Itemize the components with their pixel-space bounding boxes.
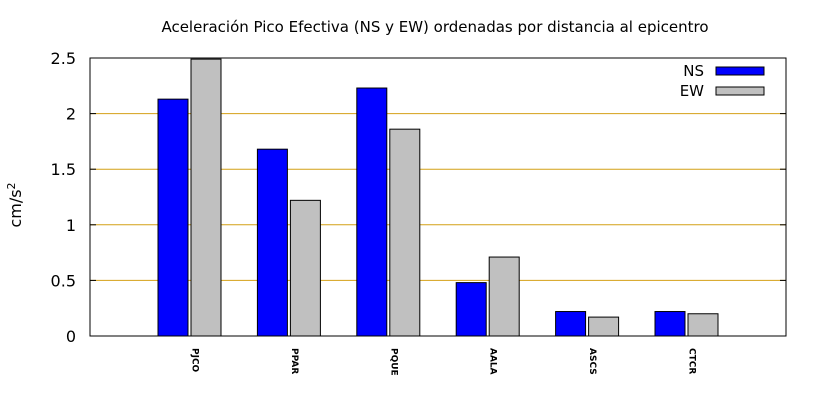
bar-ns-pjco bbox=[157, 98, 189, 337]
x-category-label: PQUE bbox=[388, 348, 398, 376]
bar-ew-pjco bbox=[190, 58, 222, 337]
bar-ns-aala bbox=[455, 282, 487, 337]
x-category-label: ASCS bbox=[587, 348, 597, 375]
bars bbox=[157, 58, 719, 337]
y-axis-label-superscript: 2 bbox=[5, 182, 18, 189]
y-tick-label: 1.5 bbox=[51, 160, 76, 179]
legend-label: NS bbox=[683, 62, 704, 80]
bar-ew-aala bbox=[488, 256, 520, 337]
legend-swatch-ew bbox=[715, 86, 765, 96]
bar-ew-ctcr bbox=[687, 313, 719, 337]
bar-ew-pque bbox=[389, 128, 421, 337]
x-category-label: CTCR bbox=[687, 348, 697, 374]
bar-ns-ppar bbox=[256, 148, 288, 337]
x-axis-categories: PJCO PPAR PQUE AALA ASCS CTCR bbox=[190, 348, 697, 376]
chart-title: Aceleración Pico Efectiva (NS y EW) orde… bbox=[161, 18, 708, 36]
bar-ew-ppar bbox=[289, 199, 321, 337]
x-category-label: PJCO bbox=[190, 348, 200, 373]
legend: NS EW bbox=[680, 62, 765, 100]
y-axis-ticks: 0 0.5 1 1.5 2 2.5 bbox=[51, 49, 786, 346]
x-category-label: AALA bbox=[488, 348, 498, 375]
y-tick-label: 2.5 bbox=[51, 49, 76, 68]
bar-ew-ascs bbox=[588, 316, 620, 337]
plot-frame bbox=[89, 57, 787, 337]
bar-ns-ascs bbox=[555, 311, 587, 337]
x-category-label: PPAR bbox=[289, 348, 299, 374]
y-tick-label: 0 bbox=[66, 327, 76, 346]
bar-ns-ctcr bbox=[654, 311, 686, 337]
y-axis-label-text: cm/s bbox=[6, 189, 25, 227]
y-axis-label: cm/s2 bbox=[5, 182, 25, 227]
y-tick-label: 2 bbox=[66, 105, 76, 124]
bar-ns-pque bbox=[356, 87, 388, 337]
y-tick-label: 1 bbox=[66, 216, 76, 235]
svg-text:cm/s2: cm/s2 bbox=[5, 182, 25, 227]
legend-swatch-ns bbox=[715, 66, 765, 76]
y-tick-label: 0.5 bbox=[51, 271, 76, 290]
legend-label: EW bbox=[680, 82, 704, 100]
